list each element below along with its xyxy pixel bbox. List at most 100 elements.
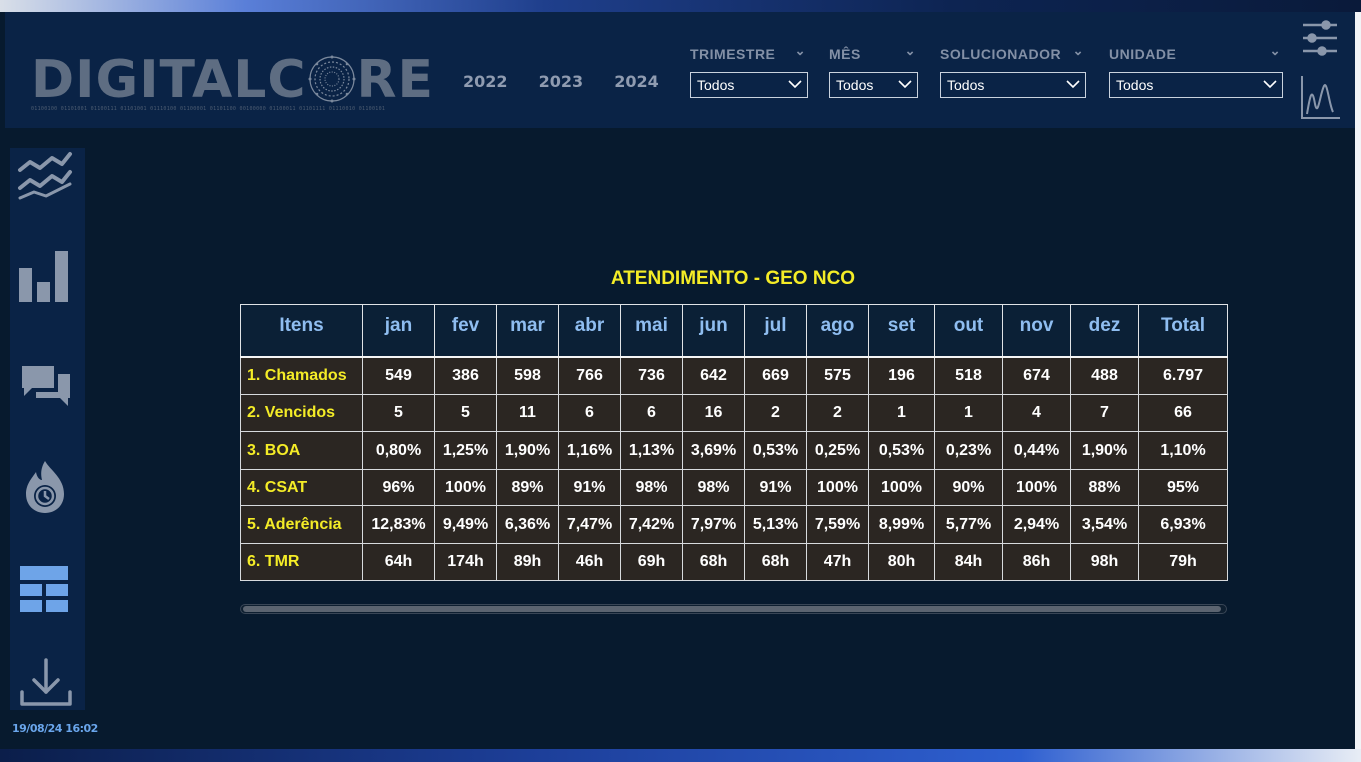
table-cell: 80h (868, 543, 935, 581)
table-row: 2. Vencidos 5 5 11 6 6 16 2 2 1 1 4 7 66 (240, 394, 1228, 432)
table-row: 5. Aderência 12,83% 9,49% 6,36% 7,47% 7,42% 7,… (240, 505, 1228, 544)
table-cell: 79h (1138, 543, 1228, 581)
table-cell: 91% (558, 469, 621, 506)
download-icon[interactable] (16, 656, 74, 710)
year-selector: 2022 2023 2024 (463, 72, 685, 91)
logo-text-right: RE (356, 50, 435, 110)
table-cell: 7,59% (806, 505, 869, 544)
filter-unidade-label: UNIDADE (1109, 46, 1177, 62)
unidade-dropdown[interactable]: Todos (1109, 72, 1283, 98)
chevron-down-icon[interactable]: ⌄ (1072, 43, 1084, 58)
table-cell: 2 (806, 394, 869, 432)
year-2023-button[interactable]: 2023 (538, 72, 584, 91)
column-header[interactable]: jan (362, 304, 435, 358)
unidade-dropdown-value: Todos (1116, 77, 1154, 93)
column-header[interactable]: jul (744, 304, 807, 358)
table-cell: 69h (620, 543, 683, 581)
column-header[interactable]: set (868, 304, 935, 358)
report-title: ATENDIMENTO - GEO NCO (610, 268, 856, 289)
sliders-icon[interactable] (1300, 18, 1340, 58)
row-label: 6. TMR (240, 543, 363, 581)
grid-icon[interactable] (16, 562, 74, 616)
column-header[interactable]: out (934, 304, 1003, 358)
column-header[interactable]: Itens (240, 304, 363, 358)
attendance-table: Itens jan fev mar abr mai jun jul ago se… (240, 304, 1228, 581)
table-cell: 2,94% (1002, 505, 1071, 544)
table-cell: 16 (682, 394, 745, 432)
column-header[interactable]: abr (558, 304, 621, 358)
table-cell: 669 (744, 356, 807, 395)
table-cell: 575 (806, 356, 869, 395)
table-cell: 0,44% (1002, 431, 1071, 470)
table-cell: 100% (868, 469, 935, 506)
chevron-down-icon[interactable]: ⌄ (794, 43, 806, 58)
table-cell: 6 (620, 394, 683, 432)
row-label: 2. Vencidos (240, 394, 363, 432)
trimestre-dropdown-value: Todos (697, 77, 735, 93)
table-cell: 88% (1070, 469, 1139, 506)
table-cell: 98% (620, 469, 683, 506)
filter-mes-label: MÊS (829, 46, 861, 62)
fire-clock-icon[interactable] (16, 458, 74, 516)
table-cell: 1,13% (620, 431, 683, 470)
chevron-down-icon[interactable]: ⌄ (904, 43, 916, 58)
table-cell: 12,83% (362, 505, 435, 544)
chevron-down-icon (1066, 80, 1080, 89)
filter-solucionador: SOLUCIONADOR ⌄ Todos (940, 43, 1086, 98)
row-label: 4. CSAT (240, 469, 363, 506)
column-header[interactable]: jun (682, 304, 745, 358)
table-cell: 96% (362, 469, 435, 506)
chat-bubbles-icon[interactable] (16, 362, 74, 412)
chevron-down-icon (898, 80, 912, 89)
table-cell: 7,47% (558, 505, 621, 544)
column-header[interactable]: nov (1002, 304, 1071, 358)
waveform-chart-icon[interactable] (1300, 74, 1342, 122)
table-cell: 9,49% (434, 505, 497, 544)
year-2022-button[interactable]: 2022 (463, 72, 508, 91)
column-header[interactable]: mai (620, 304, 683, 358)
table-row: 1. Chamados 549 386 598 766 736 642 669 575 196 51… (240, 356, 1228, 395)
top-accent-bar (0, 0, 1361, 12)
solucionador-dropdown[interactable]: Todos (940, 72, 1086, 98)
filter-trimestre: TRIMESTRE ⌄ Todos (690, 43, 808, 98)
table-cell: 766 (558, 356, 621, 395)
chevron-down-icon[interactable]: ⌄ (1269, 43, 1281, 58)
table-cell: 100% (806, 469, 869, 506)
horizontal-scrollbar[interactable] (240, 604, 1227, 614)
table-cell: 518 (934, 356, 1003, 395)
table-cell: 0,53% (744, 431, 807, 470)
table-cell: 488 (1070, 356, 1139, 395)
column-header[interactable]: dez (1070, 304, 1139, 358)
table-cell: 674 (1002, 356, 1071, 395)
table-cell: 0,80% (362, 431, 435, 470)
table-cell: 4 (1002, 394, 1071, 432)
column-header[interactable]: mar (496, 304, 559, 358)
table-cell: 6 (558, 394, 621, 432)
year-2024-button[interactable]: 2024 (614, 72, 659, 91)
row-label: 3. BOA (240, 431, 363, 470)
table-cell: 2 (744, 394, 807, 432)
table-row: 4. CSAT 96% 100% 89% 91% 98% 98% 91% 100% 100% 90%… (240, 469, 1228, 506)
scrollbar-thumb[interactable] (243, 606, 1221, 612)
table-cell: 100% (1002, 469, 1071, 506)
table-cell: 86h (1002, 543, 1071, 581)
column-header[interactable]: ago (806, 304, 869, 358)
table-row: 3. BOA 0,80% 1,25% 1,90% 1,16% 1,13% 3,69% 0,53… (240, 431, 1228, 470)
mes-dropdown[interactable]: Todos (829, 72, 918, 98)
table-cell: 89h (496, 543, 559, 581)
table-cell: 66 (1138, 394, 1228, 432)
table-cell: 0,23% (934, 431, 1003, 470)
logo-swirl-icon (308, 55, 356, 103)
table-cell: 3,54% (1070, 505, 1139, 544)
column-header[interactable]: Total (1138, 304, 1228, 358)
table-row: 6. TMR 64h 174h 89h 46h 69h 68h 68h 47h 80h 84h 86h… (240, 543, 1228, 581)
bar-chart-icon[interactable] (16, 248, 74, 304)
table-cell: 100% (434, 469, 497, 506)
table-cell: 68h (682, 543, 745, 581)
column-header[interactable]: fev (434, 304, 497, 358)
table-cell: 98% (682, 469, 745, 506)
trimestre-dropdown[interactable]: Todos (690, 72, 808, 98)
trend-lines-icon[interactable] (16, 150, 74, 200)
table-cell: 7,42% (620, 505, 683, 544)
chevron-down-icon (788, 80, 802, 89)
